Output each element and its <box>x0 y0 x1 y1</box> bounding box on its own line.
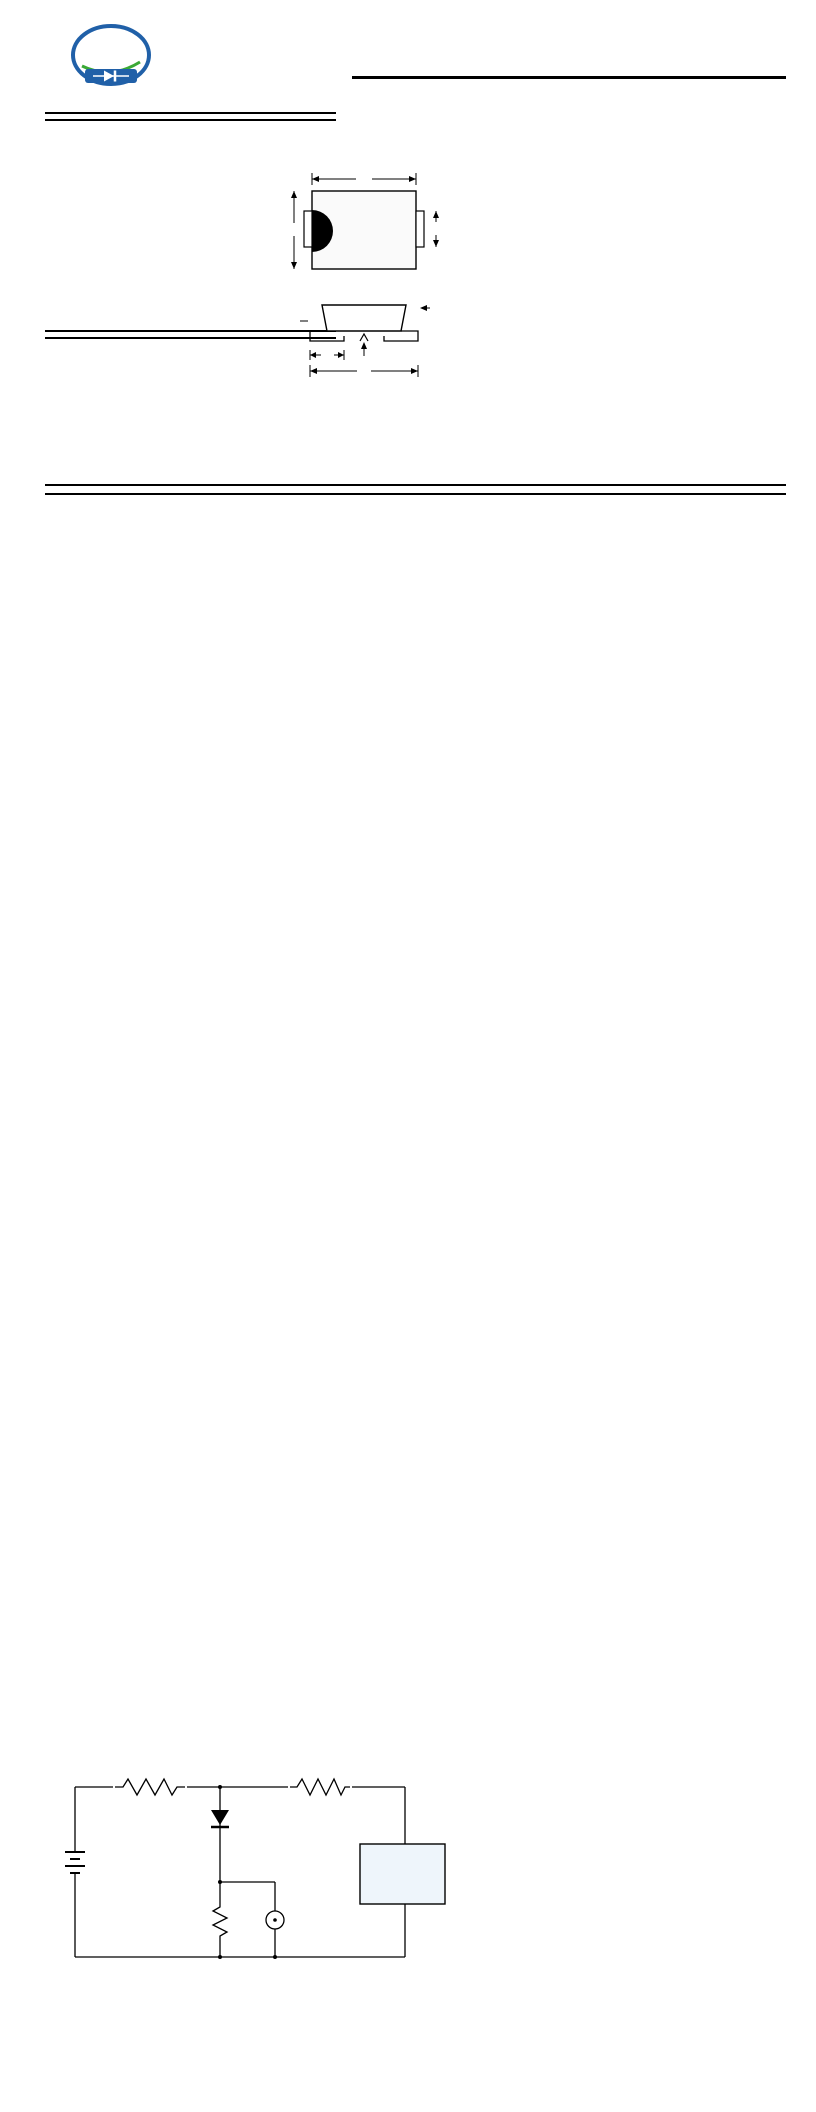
features-heading <box>45 112 336 121</box>
fig4-chart <box>380 1405 680 1555</box>
fig3-chart <box>40 1405 340 1555</box>
resistor-50ohm-icon <box>115 1777 185 1797</box>
test-circuit-diagram <box>65 1777 446 1959</box>
fig1-chart <box>40 1075 340 1225</box>
logo <box>66 24 246 97</box>
title-rule <box>352 76 786 79</box>
fig2-chart <box>380 1075 680 1225</box>
package-side-view <box>321 304 407 332</box>
ratings-heading-row <box>45 484 786 495</box>
package-drawing <box>287 173 443 377</box>
fig5-waveform-chart <box>398 1748 698 1898</box>
mechanical-heading <box>45 330 336 339</box>
cathode-band <box>312 210 333 252</box>
dut-diode-icon <box>211 1810 229 1825</box>
pulse-generator-box <box>359 1843 446 1905</box>
resistor-1ohm-icon <box>211 1902 229 1942</box>
diode-triangle-icon <box>104 70 114 82</box>
logo-mark-graphic <box>71 24 151 86</box>
resistor-10ohm-icon <box>290 1777 350 1797</box>
